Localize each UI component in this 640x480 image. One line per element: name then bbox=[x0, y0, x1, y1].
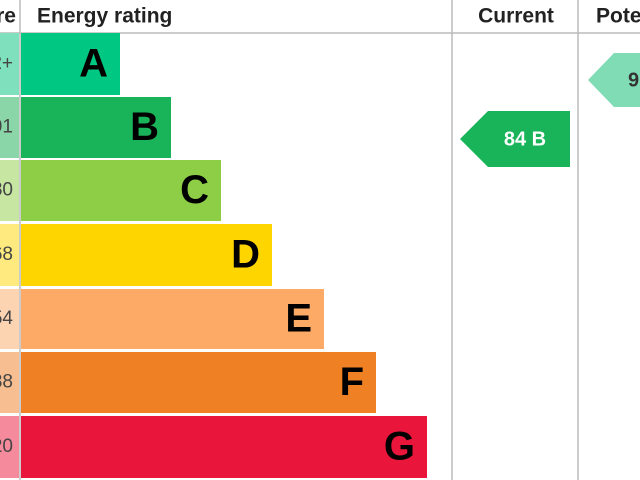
bands: 92+ A 81-91 B 69-80 C 55-68 D 39-54 E 21-38 F 1-20 G bbox=[0, 33, 427, 478]
potential-arrow: 9 bbox=[588, 53, 640, 107]
score-cell bbox=[0, 416, 19, 478]
rating-letter: F bbox=[340, 360, 364, 404]
potential-marker bbox=[588, 53, 640, 107]
score-range: 81-91 bbox=[0, 117, 13, 138]
current-marker bbox=[460, 111, 570, 167]
score-range: 39-54 bbox=[0, 308, 13, 329]
rating-bar bbox=[21, 352, 376, 413]
current-label: 84 B bbox=[504, 128, 546, 150]
rating-bar bbox=[21, 224, 272, 286]
score-cell bbox=[0, 224, 19, 286]
score-cell bbox=[0, 33, 19, 95]
score-cell bbox=[0, 160, 19, 221]
rating-letter: B bbox=[130, 105, 159, 149]
rating-letter: D bbox=[231, 233, 260, 277]
rating-letter: G bbox=[384, 425, 415, 469]
rating-header: Energy rating bbox=[37, 5, 172, 28]
rating-letter: A bbox=[79, 42, 108, 86]
score-range: 1-20 bbox=[0, 436, 13, 457]
current-header: Current bbox=[478, 5, 554, 28]
rating-bar bbox=[21, 33, 120, 95]
score-cell bbox=[0, 352, 19, 413]
score-range: 69-80 bbox=[0, 180, 13, 201]
potential-label: 9 bbox=[628, 69, 639, 91]
current-arrow: 84 B bbox=[460, 111, 570, 167]
potential-header: Potential bbox=[596, 5, 640, 28]
score-cell bbox=[0, 97, 19, 158]
rating-bar bbox=[21, 289, 324, 349]
rating-letter: C bbox=[180, 168, 209, 212]
rating-bar bbox=[21, 416, 427, 478]
rating-bar bbox=[21, 97, 171, 158]
score-range: 92+ bbox=[0, 53, 13, 74]
score-range: 55-68 bbox=[0, 244, 13, 265]
rating-bar bbox=[21, 160, 221, 221]
score-cell bbox=[0, 289, 19, 349]
rating-letter: E bbox=[285, 297, 312, 341]
score-range: 21-38 bbox=[0, 372, 13, 393]
score-header: Score bbox=[0, 5, 16, 28]
